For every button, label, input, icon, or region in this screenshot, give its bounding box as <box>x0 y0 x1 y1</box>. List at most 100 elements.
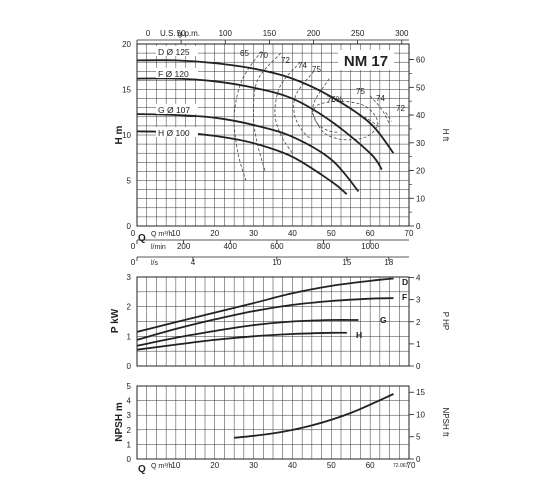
ls-tick: 10 <box>272 258 281 267</box>
efficiency-line-4 <box>312 78 340 133</box>
eff-label-75: 75 <box>312 65 321 74</box>
efficiency-labels: 65 70 72 74 75 76% 75 74 72 <box>240 49 405 113</box>
q-label-1: Q <box>138 233 146 244</box>
head-y-tick: 5 <box>127 177 132 186</box>
top-tick: 100 <box>219 29 233 38</box>
efficiency-line-1 <box>253 52 282 172</box>
curve-label-f: F Ø 120 <box>158 69 189 79</box>
npsh-curves <box>234 393 394 439</box>
head-right-tick: 50 <box>416 83 425 92</box>
power-label-g: G <box>380 315 387 325</box>
npsh-right-tick: 5 <box>416 433 421 442</box>
curve-label-d: D Ø 125 <box>158 47 190 57</box>
npsh-x-tick: 60 <box>366 461 375 470</box>
top-axis-zero: 0 <box>146 29 151 38</box>
power-right-ticks: 0 1 2 3 4 <box>409 274 421 371</box>
ls-ticks: 0 4 10 15 18 <box>131 257 394 267</box>
lmin-tick: 0 <box>131 242 136 251</box>
power-curves <box>136 277 394 351</box>
npsh-y-label: NPSH m <box>114 402 125 442</box>
npsh-x-tick: 40 <box>288 461 297 470</box>
power-right-tick: 3 <box>416 296 421 305</box>
npsh-x-tick: 30 <box>249 461 258 470</box>
power-y-tick: 3 <box>127 273 132 282</box>
series-line-3 <box>136 130 348 195</box>
series-line-3 <box>136 331 347 351</box>
head-y-tick: 10 <box>122 131 131 140</box>
power-label-h: H <box>356 330 362 340</box>
npsh-right-tick: 15 <box>416 388 425 397</box>
series-line-2 <box>136 319 359 347</box>
lmin-ticks: 0 200 400 600 800 1000 <box>131 240 380 251</box>
npsh-y-tick: 2 <box>127 426 132 435</box>
head-right-tick: 40 <box>416 111 425 120</box>
title-box <box>338 50 394 70</box>
chart-title: NM 17 <box>344 53 388 70</box>
efficiency-line-76 <box>311 100 379 141</box>
npsh-x-tick: 10 <box>171 461 180 470</box>
npsh-panel: 0 1 2 3 4 5 0 5 10 15 10 20 30 40 50 60 70 NPSH m NPSH… <box>114 382 450 475</box>
npsh-y-tick: 5 <box>127 382 132 391</box>
head-y-tick: 20 <box>122 40 131 49</box>
power-y-tick: 1 <box>127 332 132 341</box>
head-x-tick: 60 <box>366 229 375 238</box>
head-right-ticks: 0 10 20 30 40 50 60 <box>409 56 425 231</box>
npsh-grid <box>137 386 409 459</box>
power-y-tick: 0 <box>127 362 132 371</box>
lmin-tick: 800 <box>317 242 331 251</box>
head-right-label: H ft <box>441 129 450 142</box>
eff-label-72: 72 <box>281 56 290 65</box>
head-right-tick: 60 <box>416 56 425 65</box>
eff-label-72b: 72 <box>396 104 405 113</box>
power-y-label: P kW <box>110 308 121 333</box>
series-line-2 <box>136 113 360 192</box>
chart-code: 72.067 <box>393 463 409 469</box>
eff-label-70: 70 <box>259 51 268 60</box>
npsh-right-ticks: 0 5 10 15 <box>409 388 425 464</box>
npsh-y-tick: 1 <box>127 440 132 449</box>
ls-tick: 4 <box>191 258 196 267</box>
top-axis-ticks: 50 100 150 200 250 300 <box>136 29 409 44</box>
top-tick: 150 <box>263 29 277 38</box>
head-y-ticks: 0 5 10 15 20 <box>122 40 131 231</box>
lmin-tick: 600 <box>270 242 284 251</box>
series-line-0 <box>136 59 395 154</box>
top-tick: 200 <box>307 29 321 38</box>
head-y-label: H m <box>114 125 125 144</box>
head-frame <box>136 43 410 227</box>
efficiency-line-0 <box>233 51 262 181</box>
power-right-tick: 1 <box>416 340 421 349</box>
ls-tick: 15 <box>342 258 351 267</box>
head-x-tick: 50 <box>327 229 336 238</box>
curve-label-bg-f <box>156 68 198 78</box>
top-axis-label: U.S. g.p.m. <box>160 29 200 38</box>
curve-label-bg-h <box>156 127 198 137</box>
eff-label-74b: 74 <box>376 94 385 103</box>
head-right-tick: 10 <box>416 194 425 203</box>
npsh-y-ticks: 0 1 2 3 4 5 <box>127 382 132 464</box>
curve-label-g: G Ø 107 <box>158 105 190 115</box>
power-right-tick: 4 <box>416 274 421 283</box>
npsh-y-tick: 4 <box>127 397 132 406</box>
npsh-y-tick: 0 <box>127 455 132 464</box>
efficiency-line-3 <box>293 71 315 140</box>
npsh-right-tick: 0 <box>416 455 421 464</box>
ls-tick: 18 <box>384 258 393 267</box>
q-unit-1: Q m³/h <box>151 231 172 238</box>
eff-label-65: 65 <box>240 49 249 58</box>
series-line-1 <box>136 297 394 341</box>
power-y-ticks: 0 1 2 3 <box>127 273 132 371</box>
series-line-0 <box>136 277 394 333</box>
efficiency-line-6 <box>369 95 390 125</box>
npsh-x-tick: 50 <box>327 461 336 470</box>
ls-tick: 0 <box>131 258 136 267</box>
head-y-tick: 15 <box>122 86 131 95</box>
head-x-tick: 40 <box>288 229 297 238</box>
top-tick: 50 <box>177 29 186 38</box>
power-y-tick: 2 <box>127 303 132 312</box>
npsh-x-tick: 20 <box>210 461 219 470</box>
head-x-tick: 70 <box>405 229 414 238</box>
series-line-1 <box>136 77 383 171</box>
lmin-tick: 400 <box>224 242 238 251</box>
